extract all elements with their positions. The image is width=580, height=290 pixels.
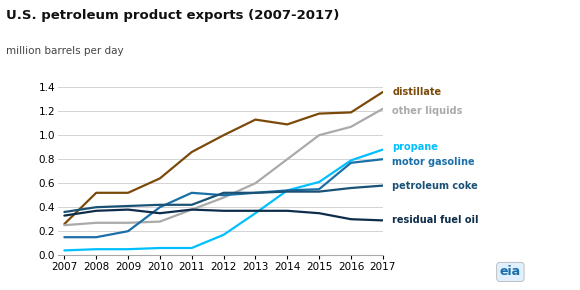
Text: motor gasoline: motor gasoline xyxy=(392,157,475,166)
Text: propane: propane xyxy=(392,142,438,152)
Text: eia: eia xyxy=(500,265,521,278)
Text: other liquids: other liquids xyxy=(392,106,463,116)
Text: petroleum coke: petroleum coke xyxy=(392,181,478,191)
Text: U.S. petroleum product exports (2007-2017): U.S. petroleum product exports (2007-201… xyxy=(6,9,339,22)
Text: distillate: distillate xyxy=(392,87,441,97)
Text: million barrels per day: million barrels per day xyxy=(6,46,124,56)
Text: residual fuel oil: residual fuel oil xyxy=(392,215,479,225)
